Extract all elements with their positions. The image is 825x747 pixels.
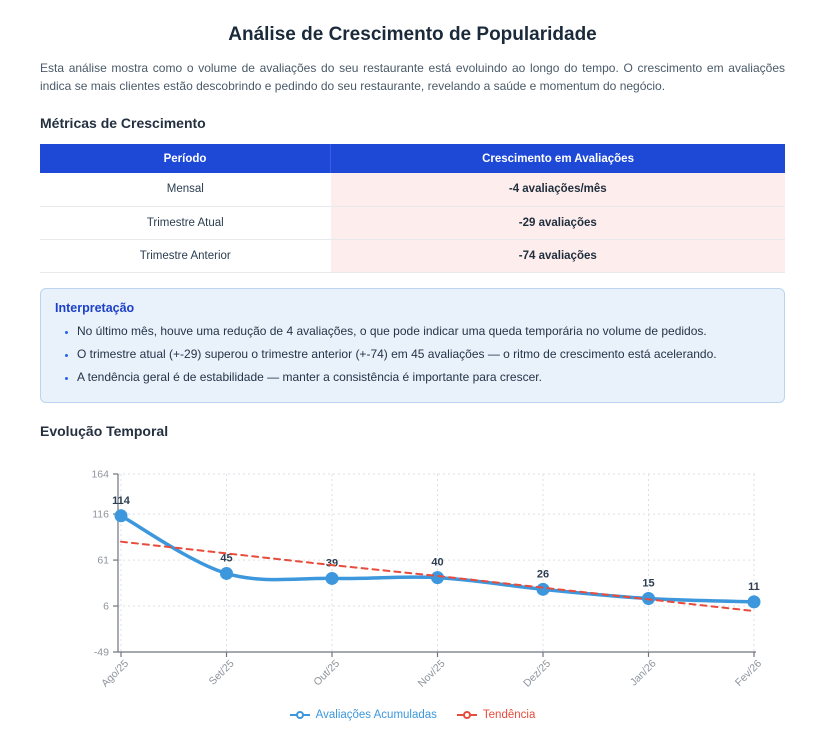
svg-text:Set/25: Set/25 — [207, 657, 237, 687]
svg-text:-49: -49 — [94, 646, 109, 658]
svg-text:39: 39 — [326, 557, 338, 569]
svg-text:Ago/25: Ago/25 — [99, 657, 131, 689]
table-row: Mensal -4 avaliações/mês — [40, 173, 785, 207]
column-header-growth: Crescimento em Avaliações — [330, 144, 785, 173]
svg-text:40: 40 — [431, 556, 443, 568]
svg-text:Jan/26: Jan/26 — [628, 657, 659, 688]
legend-marker-icon — [289, 710, 310, 719]
legend-label: Tendência — [482, 708, 536, 721]
period-cell: Trimestre Anterior — [40, 239, 331, 273]
svg-text:11: 11 — [748, 580, 760, 592]
legend-marker-icon — [456, 710, 477, 719]
svg-text:Dez/25: Dez/25 — [521, 657, 553, 689]
column-header-period: Período — [40, 144, 332, 173]
evolution-chart-container: 164 116 61 6 -49 Ago/25 Set/25 Out/25 Nov/25 Dez/… — [40, 457, 785, 728]
table-header-row: Período Crescimento em Avaliações — [40, 144, 785, 173]
interpretation-box: Interpretação No último mês, houve uma r… — [40, 287, 785, 403]
legend-item[interactable]: Avaliações Acumuladas — [289, 708, 437, 721]
metrics-heading: Métricas de Crescimento — [40, 115, 206, 131]
period-cell: Trimestre Atual — [40, 206, 331, 240]
table-row: Trimestre Anterior -74 avaliações — [40, 239, 785, 273]
value-cell: -29 avaliações — [330, 206, 785, 240]
svg-text:116: 116 — [92, 508, 109, 520]
svg-text:45: 45 — [220, 552, 232, 564]
svg-text:Out/25: Out/25 — [311, 657, 342, 688]
interpretation-heading: Interpretação — [55, 300, 135, 315]
interpretation-bullet: A tendência geral é de estabilidade — ma… — [77, 370, 770, 384]
intro-paragraph: Esta análise mostra como o volume de ava… — [40, 61, 785, 93]
metrics-table: Período Crescimento em Avaliações Mensal… — [40, 144, 785, 273]
svg-text:26: 26 — [537, 568, 549, 580]
evolution-heading: Evolução Temporal — [40, 422, 169, 439]
svg-text:6: 6 — [103, 600, 109, 612]
interpretation-bullet: No último mês, houve uma redução de 4 av… — [77, 324, 770, 338]
svg-text:61: 61 — [97, 554, 109, 566]
svg-text:15: 15 — [642, 577, 654, 589]
svg-text:Fev/26: Fev/26 — [733, 657, 764, 688]
svg-text:114: 114 — [112, 494, 131, 506]
table-row: Trimestre Atual -29 avaliações — [40, 206, 785, 240]
period-cell: Mensal — [40, 173, 331, 207]
svg-text:164: 164 — [91, 468, 109, 480]
value-cell: -4 avaliações/mês — [330, 173, 785, 207]
svg-text:Nov/25: Nov/25 — [416, 657, 448, 689]
interpretation-bullet: O trimestre atual (+-29) superou o trime… — [77, 347, 770, 361]
chart-legend: Avaliações Acumuladas Tendência — [40, 702, 785, 728]
legend-item[interactable]: Tendência — [456, 708, 536, 721]
interpretation-list: No último mês, houve uma redução de 4 av… — [55, 324, 770, 384]
value-cell: -74 avaliações — [330, 239, 785, 273]
legend-label: Avaliações Acumuladas — [315, 708, 437, 721]
page-title: Análise de Crescimento de Popularidade — [228, 24, 597, 45]
